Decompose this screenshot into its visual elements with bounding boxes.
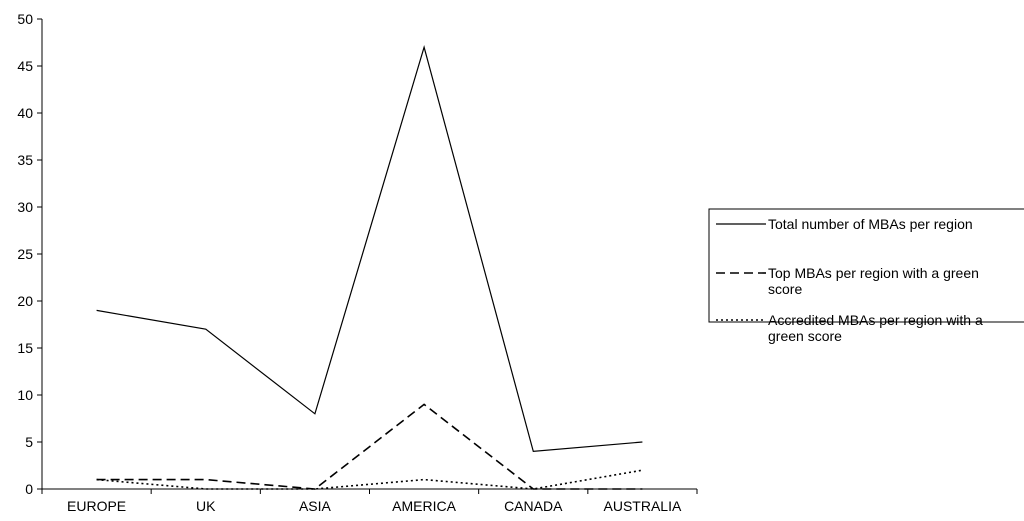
x-tick-label: UK xyxy=(196,498,216,514)
series-line-dotted xyxy=(96,469,643,490)
y-tick-label: 0 xyxy=(25,481,33,497)
y-tick-label: 35 xyxy=(17,152,33,168)
y-tick-label: 50 xyxy=(17,11,33,27)
series-lines xyxy=(96,45,643,490)
y-tick-label: 20 xyxy=(17,293,33,309)
y-tick-label: 5 xyxy=(25,434,33,450)
legend-label: Total number of MBAs per region xyxy=(768,216,973,232)
y-tick-label: 40 xyxy=(17,105,33,121)
y-axis-ticks: 0 5 10 15 20 25 30 35 40 45 50 xyxy=(17,11,42,497)
legend-label: Accredited MBAs per region with a green s… xyxy=(768,312,983,344)
series-line-solid xyxy=(96,45,643,453)
x-tick-label: AUSTRALIA xyxy=(604,498,682,514)
chart-axes xyxy=(41,19,697,490)
x-tick-label: CANADA xyxy=(504,498,563,514)
x-tick-label: EUROPE xyxy=(67,498,126,514)
y-tick-label: 30 xyxy=(17,199,33,215)
y-tick-label: 25 xyxy=(17,246,33,262)
legend: Total number of MBAs per region Top MBAs … xyxy=(708,208,1024,344)
legend-box xyxy=(708,208,1024,323)
x-axis-ticks: EUROPE UK ASIA AMERICA CANADA AUSTRALIA xyxy=(41,489,698,514)
series-line-dashed xyxy=(96,403,643,490)
x-tick-label: AMERICA xyxy=(392,498,456,514)
y-tick-label: 45 xyxy=(17,58,33,74)
x-tick-label: ASIA xyxy=(299,498,332,514)
y-tick-label: 10 xyxy=(17,387,33,403)
y-tick-label: 15 xyxy=(17,340,33,356)
legend-label: Top MBAs per region with a green score xyxy=(768,265,979,297)
